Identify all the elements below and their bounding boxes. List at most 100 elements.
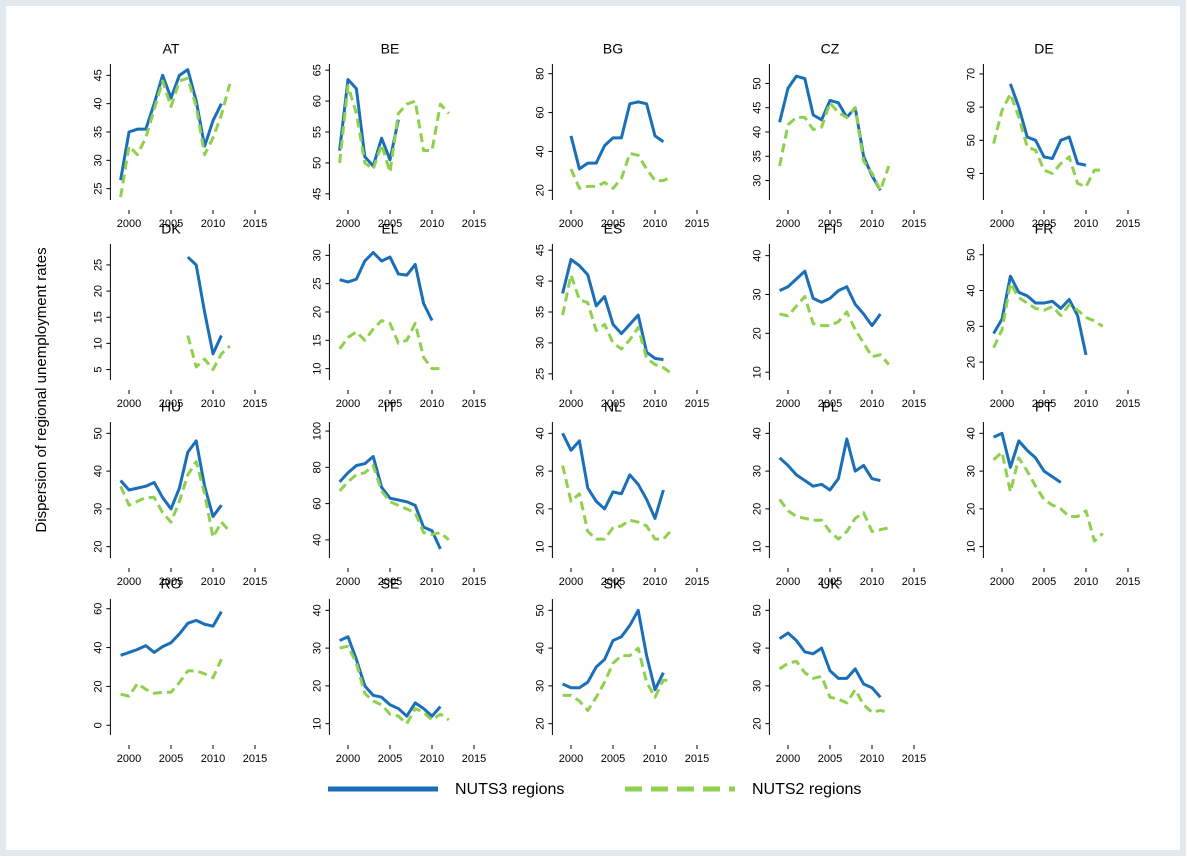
y-tick-label: 10 [92, 337, 104, 349]
x-tick-label: 2005 [818, 218, 842, 230]
panel-title: AT [163, 41, 180, 57]
y-tick-label: 20 [751, 503, 763, 515]
legend-label: NUTS2 regions [752, 781, 861, 798]
series-line [778, 74, 882, 192]
y-tick-label: 50 [92, 427, 104, 439]
y-tick-label: 40 [92, 98, 104, 110]
panel-title: CZ [821, 41, 840, 57]
x-tick-label: 2005 [378, 753, 402, 765]
x-tick-label: 2010 [420, 398, 444, 410]
x-tick-label: 2015 [243, 218, 267, 230]
series-line [992, 450, 1104, 543]
x-tick-label: 2015 [1116, 218, 1140, 230]
x-tick-label: 2000 [117, 753, 141, 765]
x-tick-label: 2015 [685, 753, 709, 765]
x-tick-label: 2000 [336, 753, 360, 765]
y-tick-label: 30 [751, 174, 763, 186]
y-tick-label: 30 [751, 465, 763, 477]
x-tick-label: 2000 [990, 398, 1014, 410]
series-line [119, 439, 223, 518]
series-line [992, 274, 1088, 356]
x-tick-label: 2010 [420, 576, 444, 588]
x-tick-label: 2005 [818, 576, 842, 588]
y-tick-label: 30 [965, 320, 977, 332]
x-tick-label: 2005 [1032, 398, 1056, 410]
x-tick-label: 2015 [462, 398, 486, 410]
y-tick-label: 40 [965, 284, 977, 296]
series-line [778, 631, 882, 699]
panel: SE 10 20 30 40 2000 2005 2010 2015 [311, 576, 486, 765]
y-tick-label: 10 [534, 541, 546, 553]
series-line [561, 608, 665, 692]
y-tick-label: 30 [311, 249, 323, 261]
y-tick-label: 40 [311, 534, 323, 546]
x-tick-label: 2015 [685, 576, 709, 588]
y-tick-label: 50 [751, 604, 763, 616]
x-tick-label: 2005 [601, 753, 625, 765]
x-tick-label: 2005 [1032, 218, 1056, 230]
series-line [186, 255, 223, 356]
series-line [779, 294, 890, 366]
panel: RO 0 20 40 60 2000 2005 2010 2015 [92, 576, 267, 765]
x-tick-label: 2010 [860, 753, 884, 765]
y-tick-label: 30 [92, 503, 104, 515]
y-tick-label: 10 [751, 366, 763, 378]
series-line [561, 273, 673, 376]
y-tick-label: 45 [534, 244, 546, 256]
series-line [1008, 83, 1087, 167]
y-tick-label: 55 [311, 126, 323, 138]
panel-title: PT [1035, 399, 1053, 415]
panel: IT 40 60 80 100 2000 2005 2010 2015 [311, 399, 486, 588]
x-tick-label: 2015 [462, 218, 486, 230]
y-tick-label: 25 [92, 259, 104, 271]
panel-title: NL [604, 399, 622, 415]
y-tick-label: 60 [311, 497, 323, 509]
x-tick-label: 2000 [559, 218, 583, 230]
series-line [778, 437, 881, 492]
y-tick-label: 45 [311, 188, 323, 200]
panel: HU 20 30 40 50 2000 2005 2010 2015 [92, 399, 267, 588]
x-tick-label: 2005 [818, 398, 842, 410]
y-tick-label: 40 [751, 427, 763, 439]
series-line [561, 432, 665, 520]
x-tick-label: 2000 [559, 576, 583, 588]
y-tick-label: 50 [965, 249, 977, 261]
x-tick-label: 2005 [1032, 576, 1056, 588]
panel: SK 20 30 40 50 2000 2005 2010 2015 [534, 576, 709, 765]
panel-title: ES [604, 221, 623, 237]
series-line [778, 269, 882, 328]
x-tick-label: 2015 [462, 753, 486, 765]
panel-title: UK [820, 576, 840, 592]
panel: BE 45 50 55 60 65 2000 2005 2010 2015 [311, 41, 486, 230]
x-tick-label: 2010 [201, 218, 225, 230]
x-tick-label: 2005 [378, 398, 402, 410]
series-line [562, 646, 672, 712]
x-tick-label: 2000 [990, 576, 1014, 588]
series-line [338, 454, 442, 550]
x-tick-label: 2005 [378, 218, 402, 230]
panel-title: BE [381, 41, 400, 57]
panel: PT 10 20 30 40 2000 2005 2010 2015 [965, 399, 1140, 588]
x-tick-label: 2015 [1116, 398, 1140, 410]
y-tick-label: 40 [751, 126, 763, 138]
y-tick-label: 30 [965, 465, 977, 477]
y-tick-label: 20 [92, 541, 104, 553]
y-tick-label: 30 [534, 680, 546, 692]
series-line [569, 151, 673, 190]
y-tick-label: 40 [534, 427, 546, 439]
y-tick-label: 40 [965, 427, 977, 439]
panel: NL 10 20 30 40 2000 2005 2010 2015 [534, 399, 709, 588]
x-tick-label: 2000 [776, 218, 800, 230]
series-line [338, 635, 442, 718]
y-tick-label: 35 [534, 306, 546, 318]
series-line [338, 77, 400, 168]
x-tick-label: 2015 [243, 576, 267, 588]
y-tick-label: 50 [311, 157, 323, 169]
y-tick-label: 5 [92, 366, 104, 372]
y-tick-label: 30 [534, 465, 546, 477]
x-tick-label: 2015 [685, 218, 709, 230]
panel: DE 40 50 60 70 2000 2005 2010 2015 [965, 41, 1140, 230]
y-tick-label: 20 [311, 306, 323, 318]
x-tick-label: 2005 [601, 398, 625, 410]
